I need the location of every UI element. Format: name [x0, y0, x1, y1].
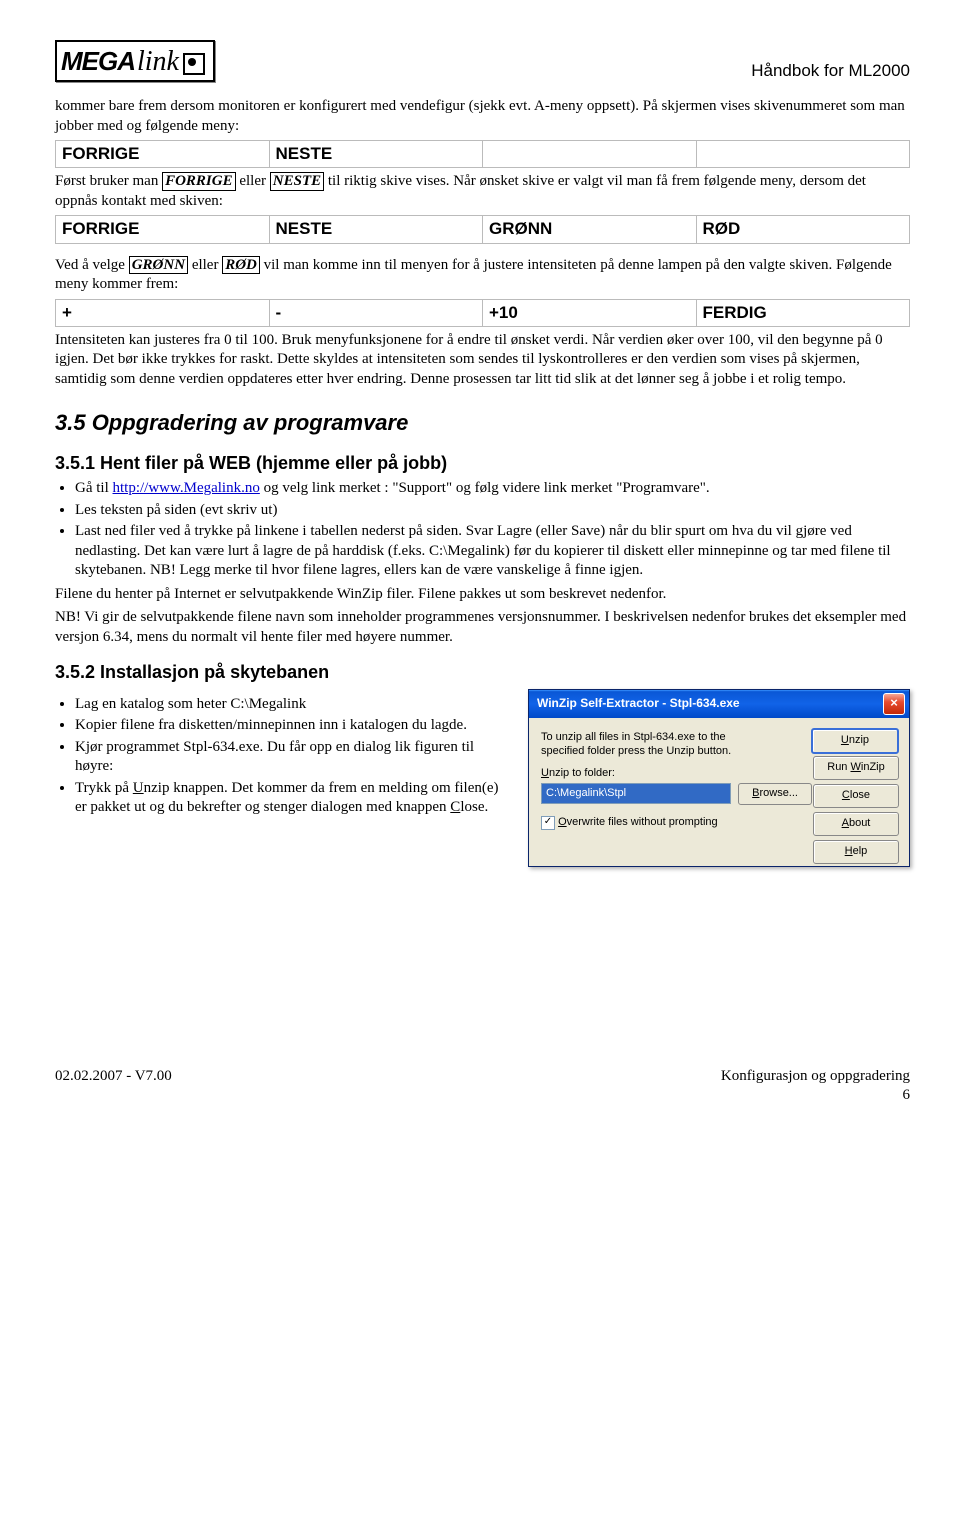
page-header: MEGAlink Håndbok for ML2000 — [55, 40, 910, 82]
menu-cell: NESTE — [269, 141, 483, 168]
boxed-gronn: GRØNN — [132, 257, 185, 273]
menu-cell — [696, 141, 910, 168]
menu-cell: + — [56, 299, 270, 326]
list-item: Kjør programmet Stpl-634.exe. Du får opp… — [75, 738, 510, 777]
menu-cell: NESTE — [269, 216, 483, 243]
logo-mega-text: MEGA — [61, 45, 135, 79]
menu-cell: +10 — [483, 299, 697, 326]
menu-cell: FERDIG — [696, 299, 910, 326]
menu-cell: FORRIGE — [56, 141, 270, 168]
menu-cell: - — [269, 299, 483, 326]
help-button[interactable]: Help — [813, 840, 899, 864]
megalink-url-link[interactable]: http://www.Megalink.no — [113, 480, 260, 496]
paragraph-351a: Filene du henter på Internet er selvutpa… — [55, 585, 910, 605]
list-item: Trykk på Unzip knappen. Det kommer da fr… — [75, 779, 510, 818]
checkbox-icon[interactable]: ✓ — [541, 816, 555, 830]
list-item: Les teksten på siden (evt skriv ut) — [75, 501, 910, 521]
winzip-dialog: WinZip Self-Extractor - Stpl-634.exe × T… — [528, 689, 910, 867]
menu-table-1: FORRIGE NESTE — [55, 140, 910, 168]
run-winzip-button[interactable]: Run WinZip — [813, 756, 899, 780]
menu-cell — [483, 141, 697, 168]
list-item: Lag en katalog som heter C:\Megalink — [75, 695, 510, 715]
menu-table-2: FORRIGE NESTE GRØNN RØD — [55, 215, 910, 243]
paragraph-intro: kommer bare frem dersom monitoren er kon… — [55, 97, 910, 136]
logo: MEGAlink — [55, 40, 215, 82]
dialog-body-text: To unzip all files in Stpl-634.exe to th… — [541, 730, 761, 759]
doc-title: Håndbok for ML2000 — [751, 60, 910, 82]
dialog-title: WinZip Self-Extractor - Stpl-634.exe — [537, 696, 740, 712]
heading-3-5-2: 3.5.2 Installasjon på skytebanen — [55, 661, 910, 684]
boxed-rod: RØD — [225, 257, 257, 273]
menu-table-3: + - +10 FERDIG — [55, 299, 910, 327]
heading-3-5: 3.5 Oppgradering av programvare — [55, 409, 910, 438]
list-item: Last ned filer ved å trykke på linkene i… — [75, 522, 910, 581]
unzip-folder-input[interactable]: C:\Megalink\Stpl — [541, 783, 731, 803]
menu-cell: RØD — [696, 216, 910, 243]
paragraph-351b: NB! Vi gir de selvutpakkende filene navn… — [55, 608, 910, 647]
menu-cell: FORRIGE — [56, 216, 270, 243]
close-button[interactable]: Close — [813, 784, 899, 808]
list-352: Lag en katalog som heter C:\Megalink Kop… — [55, 693, 510, 820]
paragraph-3: Ved å velge GRØNN eller RØD vil man komm… — [55, 256, 910, 295]
logo-link-text: link — [137, 44, 179, 80]
page-number: 6 — [721, 1086, 910, 1106]
dialog-titlebar: WinZip Self-Extractor - Stpl-634.exe × — [529, 690, 909, 718]
boxed-neste: NESTE — [273, 173, 321, 189]
list-351: Gå til http://www.Megalink.no og velg li… — [55, 479, 910, 581]
unzip-button[interactable]: Unzip — [811, 728, 899, 754]
footer-right: Konfigurasjon og oppgradering — [721, 1067, 910, 1087]
boxed-forrige: FORRIGE — [165, 173, 233, 189]
overwrite-label: Overwrite files without prompting — [558, 816, 718, 828]
paragraph-2: Først bruker man FORRIGE eller NESTE til… — [55, 172, 910, 211]
paragraph-4: Intensiteten kan justeres fra 0 til 100.… — [55, 331, 910, 390]
about-button[interactable]: About — [813, 812, 899, 836]
close-button[interactable]: × — [883, 693, 905, 715]
browse-button[interactable]: Browse... — [738, 783, 812, 805]
footer-left: 02.02.2007 - V7.00 — [55, 1067, 172, 1106]
menu-cell: GRØNN — [483, 216, 697, 243]
page-footer: 02.02.2007 - V7.00 Konfigurasjon og oppg… — [55, 1067, 910, 1106]
logo-target-icon — [183, 53, 205, 75]
list-item: Kopier filene fra disketten/minnepinnen … — [75, 716, 510, 736]
list-item: Gå til http://www.Megalink.no og velg li… — [75, 479, 910, 499]
heading-3-5-1: 3.5.1 Hent filer på WEB (hjemme eller på… — [55, 452, 910, 475]
